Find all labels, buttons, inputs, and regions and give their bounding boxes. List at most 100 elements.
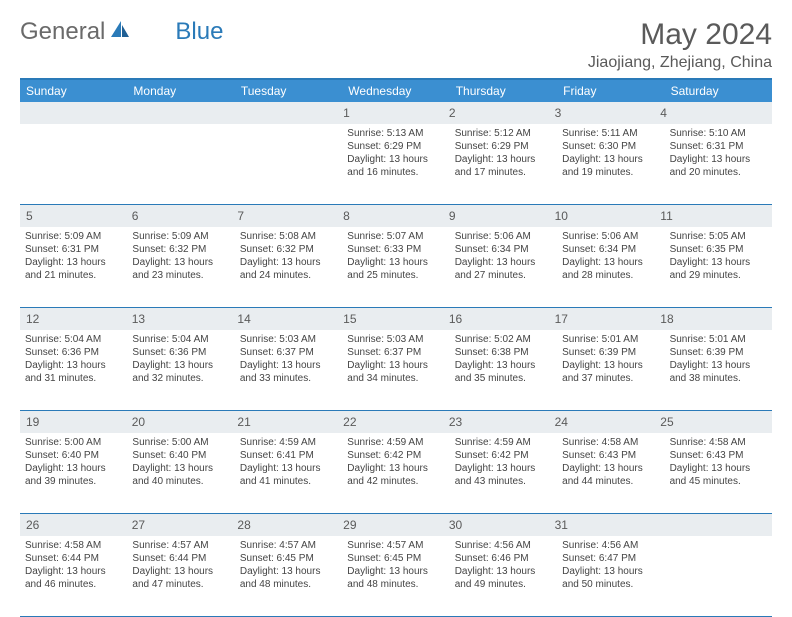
sunrise-line: Sunrise: 5:04 AM bbox=[25, 333, 122, 346]
calendar: SundayMondayTuesdayWednesdayThursdayFrid… bbox=[20, 78, 772, 617]
day-number: 7 bbox=[237, 207, 343, 225]
sunset-line: Sunset: 6:40 PM bbox=[25, 449, 122, 462]
day-number bbox=[660, 516, 766, 534]
day-cell: Sunrise: 5:05 AMSunset: 6:35 PMDaylight:… bbox=[665, 227, 772, 307]
day-number: 30 bbox=[449, 516, 555, 534]
daylight-line: Daylight: 13 hours and 24 minutes. bbox=[240, 256, 337, 282]
day-cell: Sunrise: 4:57 AMSunset: 6:45 PMDaylight:… bbox=[342, 536, 449, 616]
day-cell bbox=[20, 124, 127, 204]
sunset-line: Sunset: 6:39 PM bbox=[562, 346, 659, 359]
title-block: May 2024 Jiaojiang, Zhejiang, China bbox=[588, 18, 772, 72]
daylight-line: Daylight: 13 hours and 34 minutes. bbox=[347, 359, 444, 385]
sunrise-line: Sunrise: 5:01 AM bbox=[670, 333, 767, 346]
day-number-row: 262728293031 bbox=[20, 514, 772, 536]
sunrise-line: Sunrise: 5:09 AM bbox=[25, 230, 122, 243]
sunrise-line: Sunrise: 4:57 AM bbox=[347, 539, 444, 552]
day-cell: Sunrise: 4:56 AMSunset: 6:47 PMDaylight:… bbox=[557, 536, 664, 616]
page-subtitle: Jiaojiang, Zhejiang, China bbox=[588, 54, 772, 72]
sunrise-line: Sunrise: 4:59 AM bbox=[240, 436, 337, 449]
day-cell: Sunrise: 4:58 AMSunset: 6:44 PMDaylight:… bbox=[20, 536, 127, 616]
daylight-line: Daylight: 13 hours and 45 minutes. bbox=[670, 462, 767, 488]
day-number: 31 bbox=[555, 516, 661, 534]
sunset-line: Sunset: 6:43 PM bbox=[562, 449, 659, 462]
day-cell: Sunrise: 5:09 AMSunset: 6:31 PMDaylight:… bbox=[20, 227, 127, 307]
day-number-row: 1234 bbox=[20, 102, 772, 124]
weekday-saturday: Saturday bbox=[665, 80, 772, 102]
daylight-line: Daylight: 13 hours and 21 minutes. bbox=[25, 256, 122, 282]
sunset-line: Sunset: 6:45 PM bbox=[240, 552, 337, 565]
week-row: Sunrise: 5:04 AM Sunset: 6:36 PM Daylight:… bbox=[20, 330, 772, 411]
week-row: Sunrise: 4:58 AMSunset: 6:44 PMDaylight:… bbox=[20, 536, 772, 617]
weekday-wednesday: Wednesday bbox=[342, 80, 449, 102]
day-number-row: 19202122232425 bbox=[20, 411, 772, 433]
day-cell: Sunrise: 4:57 AMSunset: 6:44 PMDaylight:… bbox=[127, 536, 234, 616]
sunrise-line: Sunrise: 5:00 AM bbox=[25, 436, 122, 449]
week-row: Sunrise: 5:00 AMSunset: 6:40 PMDaylight:… bbox=[20, 433, 772, 514]
day-number: 4 bbox=[660, 104, 766, 122]
sunset-line: Sunset: 6:36 PM bbox=[132, 346, 229, 359]
daylight-line: Daylight: 13 hours and 44 minutes. bbox=[562, 462, 659, 488]
day-cell bbox=[127, 124, 234, 204]
sunset-line: Sunset: 6:42 PM bbox=[347, 449, 444, 462]
sunrise-line: Sunrise: 4:58 AM bbox=[670, 436, 767, 449]
day-number-row: 567891011 bbox=[20, 205, 772, 227]
day-number: 20 bbox=[132, 413, 238, 431]
day-cell: Sunrise: 4:57 AMSunset: 6:45 PMDaylight:… bbox=[235, 536, 342, 616]
daylight-line: Daylight: 13 hours and 49 minutes. bbox=[455, 565, 552, 591]
day-number: 24 bbox=[555, 413, 661, 431]
weekday-friday: Friday bbox=[557, 80, 664, 102]
sunset-line: Sunset: 6:41 PM bbox=[240, 449, 337, 462]
sunset-line: Sunset: 6:42 PM bbox=[455, 449, 552, 462]
day-number: 5 bbox=[26, 207, 132, 225]
sunrise-line: Sunrise: 5:00 AM bbox=[132, 436, 229, 449]
sunrise-line: Sunrise: 4:58 AM bbox=[25, 539, 122, 552]
sunset-line: Sunset: 6:32 PM bbox=[240, 243, 337, 256]
day-number-row: 12131415161718 bbox=[20, 308, 772, 330]
daylight-line: Daylight: 13 hours and 46 minutes. bbox=[25, 565, 122, 591]
day-cell: Sunrise: 5:04 AMSunset: 6:36 PMDaylight:… bbox=[20, 330, 127, 410]
day-cell: Sunrise: 4:58 AMSunset: 6:43 PMDaylight:… bbox=[665, 433, 772, 513]
daylight-line: Daylight: 13 hours and 48 minutes. bbox=[240, 565, 337, 591]
sunrise-line: Sunrise: 5:06 AM bbox=[455, 230, 552, 243]
day-cell: Sunrise: 5:06 AMSunset: 6:34 PMDaylight:… bbox=[557, 227, 664, 307]
daylight-line: Daylight: 13 hours and 20 minutes. bbox=[670, 153, 767, 179]
daylight-line: Daylight: 13 hours and 41 minutes. bbox=[240, 462, 337, 488]
sunrise-line: Sunrise: 4:59 AM bbox=[455, 436, 552, 449]
daylight-line: Daylight: 13 hours and 31 minutes. bbox=[25, 359, 122, 385]
daylight-line: Daylight: 13 hours and 38 minutes. bbox=[670, 359, 767, 385]
day-number: 11 bbox=[660, 207, 766, 225]
header: General Blue May 2024 Jiaojiang, Zhejian… bbox=[20, 18, 772, 72]
day-cell: Sunrise: 5:01 AMSunset: 6:39 PMDaylight:… bbox=[557, 330, 664, 410]
day-number bbox=[26, 104, 132, 122]
sunrise-line: Sunrise: 5:03 AM bbox=[347, 333, 444, 346]
sunset-line: Sunset: 6:30 PM bbox=[562, 140, 659, 153]
daylight-line: Daylight: 13 hours and 39 minutes. bbox=[25, 462, 122, 488]
week-row: Sunrise: 5:09 AMSunset: 6:31 PMDaylight:… bbox=[20, 227, 772, 308]
day-cell bbox=[235, 124, 342, 204]
sunset-line: Sunset: 6:38 PM bbox=[455, 346, 552, 359]
sunset-line: Sunset: 6:31 PM bbox=[25, 243, 122, 256]
day-cell: Sunrise: 5:02 AMSunset: 6:38 PMDaylight:… bbox=[450, 330, 557, 410]
sunrise-line: Sunrise: 5:09 AM bbox=[132, 230, 229, 243]
sunset-line: Sunset: 6:46 PM bbox=[455, 552, 552, 565]
day-number: 19 bbox=[26, 413, 132, 431]
daylight-line: Daylight: 13 hours and 50 minutes. bbox=[562, 565, 659, 591]
daylight-line: Daylight: 13 hours and 28 minutes. bbox=[562, 256, 659, 282]
logo-sail-icon bbox=[109, 18, 131, 46]
daylight-line: Daylight: 13 hours and 47 minutes. bbox=[132, 565, 229, 591]
day-number: 21 bbox=[237, 413, 343, 431]
weekday-sunday: Sunday bbox=[20, 80, 127, 102]
day-cell: Sunrise: 4:58 AMSunset: 6:43 PMDaylight:… bbox=[557, 433, 664, 513]
sunrise-line: Sunrise: 4:58 AM bbox=[562, 436, 659, 449]
day-number: 8 bbox=[343, 207, 449, 225]
sunset-line: Sunset: 6:33 PM bbox=[347, 243, 444, 256]
sunset-line: Sunset: 6:47 PM bbox=[562, 552, 659, 565]
sunset-line: Sunset: 6:37 PM bbox=[347, 346, 444, 359]
day-cell: Sunrise: 5:01 AMSunset: 6:39 PMDaylight:… bbox=[665, 330, 772, 410]
sunrise-line: Sunrise: 5:08 AM bbox=[240, 230, 337, 243]
sunset-line: Sunset: 6:29 PM bbox=[455, 140, 552, 153]
sunset-line: Sunset: 6:45 PM bbox=[347, 552, 444, 565]
sunset-line: Sunset: 6:34 PM bbox=[455, 243, 552, 256]
sunset-line: Sunset: 6:32 PM bbox=[132, 243, 229, 256]
sunset-line: Sunset: 6:29 PM bbox=[347, 140, 444, 153]
